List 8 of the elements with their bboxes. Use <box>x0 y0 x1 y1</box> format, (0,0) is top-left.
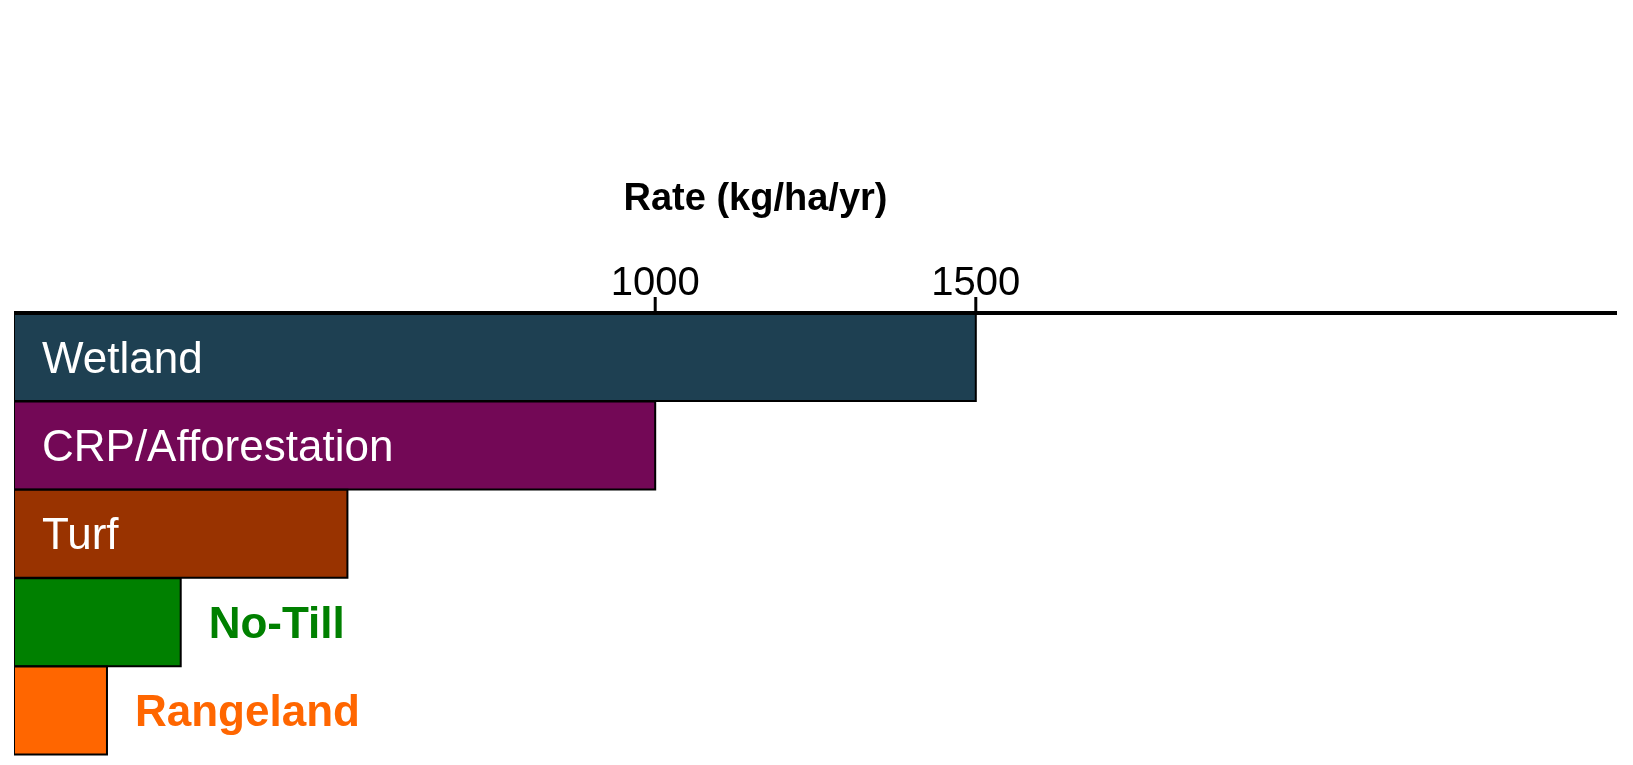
y-tick-label: Turf <box>42 509 120 559</box>
y-tick-label: Rangeland <box>134 686 360 736</box>
y-tick-label: CRP/Afforestation <box>42 420 394 470</box>
y-tick-label: Wetland <box>42 332 203 382</box>
x-tick-label: 1500 <box>931 259 1021 303</box>
x-tick-label: 1000 <box>610 259 700 303</box>
x-axis-title: Rate (kg/ha/yr) <box>623 175 888 218</box>
y-tick-label: No-Till <box>208 597 345 647</box>
